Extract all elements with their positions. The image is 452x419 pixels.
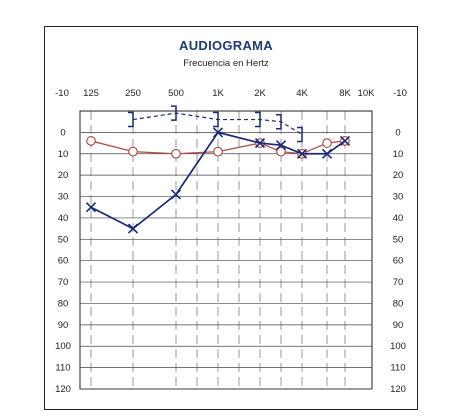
y-tick-label-right: 40 [393, 213, 404, 224]
y-tick-label-left: 70 [58, 277, 69, 288]
x-marker [254, 138, 266, 149]
bracket-marker [276, 113, 282, 130]
circle-marker [86, 136, 96, 146]
y-tick-label-right: 110 [390, 363, 405, 374]
y-tick-label-right: 20 [393, 170, 404, 181]
circle-marker [276, 146, 286, 157]
x-marker [85, 202, 97, 213]
x-marker [170, 189, 182, 200]
y-tick-label-left: 30 [58, 192, 69, 203]
circle-marker [128, 146, 138, 157]
y-tick-label-left: 120 [55, 384, 71, 395]
y-tick-label-left: 40 [58, 213, 69, 224]
series-x [85, 127, 351, 234]
y-tick-label-left: 0 [60, 127, 65, 138]
y-tick-label-right: 50 [393, 234, 404, 245]
x-marker [275, 140, 287, 151]
y-tick-label-left: 110 [55, 363, 70, 374]
x-tick-label: 1K [212, 88, 224, 99]
y-tick-label-right: 80 [393, 298, 404, 309]
bracket-marker [213, 111, 219, 128]
y-tick-label-right: 30 [393, 192, 404, 203]
y-tick-label-left: 20 [58, 170, 69, 181]
bracket-marker [171, 105, 177, 121]
y-tick-label-right: 10 [393, 149, 404, 160]
circle-marker [322, 138, 332, 148]
bracket-marker [297, 126, 303, 143]
x-axis-minus10-right: -10 [393, 88, 407, 99]
x-tick-label: 4K [296, 88, 308, 99]
y-tick-label-right: 60 [393, 256, 404, 267]
y-tick-label-right: 0 [395, 127, 400, 138]
circle-marker [171, 148, 181, 159]
y-tick-label-right: 120 [390, 384, 406, 395]
x-tick-label: 2K [254, 88, 266, 99]
y-tick-label-left: 90 [58, 320, 69, 331]
x-tick-label: 250 [125, 88, 141, 99]
chart-subtitle: Frecuencia en Hertz [183, 58, 269, 69]
x-tick-label: 500 [168, 88, 184, 99]
circle-marker [213, 146, 223, 157]
x-tick-label: 8K [339, 88, 351, 99]
x-axis-minus10-left: -10 [55, 88, 69, 99]
bracket-marker [128, 111, 134, 128]
y-tick-label-right: 90 [393, 320, 404, 331]
series-bracket [128, 105, 303, 143]
bracket-marker [255, 111, 261, 128]
y-tick-label-left: 100 [55, 341, 71, 352]
series-line-bone [132, 112, 303, 136]
y-tick-label-left: 10 [58, 149, 69, 160]
y-tick-label-left: 50 [58, 234, 69, 245]
x-marker [127, 223, 139, 234]
x-marker [339, 135, 351, 147]
y-tick-label-right: 70 [393, 277, 404, 288]
y-tick-label-right: 100 [390, 341, 406, 352]
x-tick-label: 125 [83, 88, 99, 99]
x-marker [212, 127, 224, 138]
x-marker [296, 148, 308, 159]
y-tick-label-left: 80 [58, 298, 69, 309]
x-marker [321, 148, 333, 159]
x-tick-label: 10K [358, 88, 376, 99]
chart-title: AUDIOGRAMA [179, 38, 273, 53]
y-tick-label-left: 60 [58, 256, 69, 267]
